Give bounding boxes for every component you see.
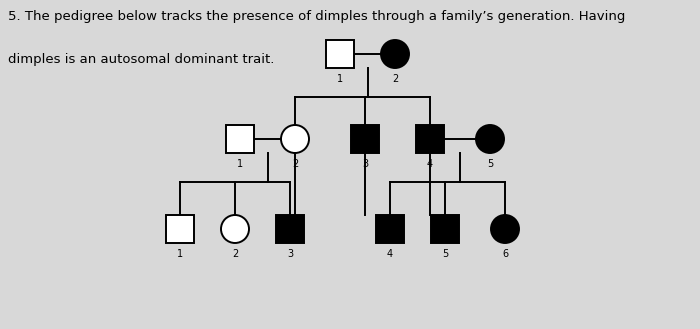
Bar xyxy=(416,125,444,153)
Text: 2: 2 xyxy=(232,249,238,259)
Text: 5. The pedigree below tracks the presence of dimples through a family’s generati: 5. The pedigree below tracks the presenc… xyxy=(8,10,626,23)
Text: 6: 6 xyxy=(502,249,508,259)
Bar xyxy=(351,125,379,153)
Text: 2: 2 xyxy=(292,159,298,169)
Bar xyxy=(376,215,404,243)
Text: 3: 3 xyxy=(362,159,368,169)
Text: 1: 1 xyxy=(337,74,343,84)
Text: 1: 1 xyxy=(177,249,183,259)
Ellipse shape xyxy=(476,125,504,153)
Ellipse shape xyxy=(221,215,249,243)
Ellipse shape xyxy=(381,40,409,68)
Text: 1: 1 xyxy=(237,159,243,169)
Text: dimples is an autosomal dominant trait.: dimples is an autosomal dominant trait. xyxy=(8,53,275,66)
Ellipse shape xyxy=(281,125,309,153)
Text: 3: 3 xyxy=(287,249,293,259)
Bar xyxy=(326,40,354,68)
Text: 2: 2 xyxy=(392,74,398,84)
Bar xyxy=(276,215,304,243)
Text: 4: 4 xyxy=(427,159,433,169)
Text: 5: 5 xyxy=(442,249,448,259)
Bar xyxy=(166,215,194,243)
Text: 4: 4 xyxy=(387,249,393,259)
Bar xyxy=(226,125,254,153)
Ellipse shape xyxy=(491,215,519,243)
Text: 5: 5 xyxy=(487,159,493,169)
Bar xyxy=(431,215,459,243)
